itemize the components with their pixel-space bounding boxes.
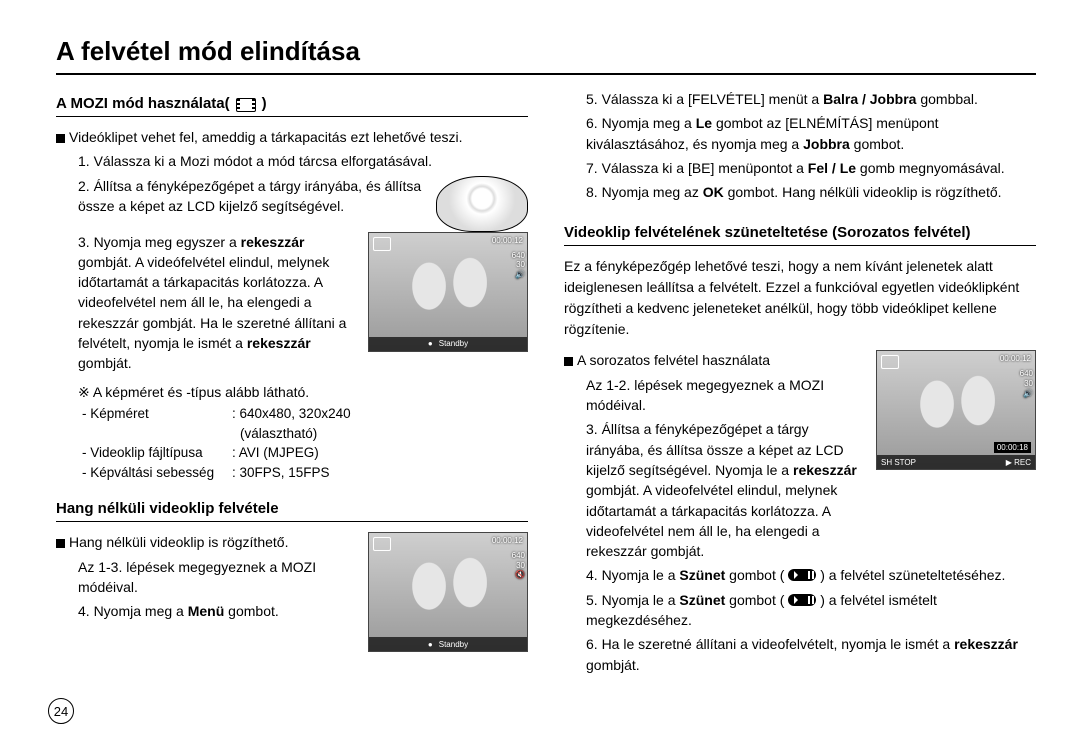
lcd-side-info: 64030🔊	[1020, 369, 1033, 398]
lcd-preview-pause: 00:00:12 64030🔊 00:00:18 SH STOP▶ REC	[876, 350, 1036, 470]
left-column: A MOZI mód használata( ) Videóklipet veh…	[56, 89, 528, 679]
play-pause-icon	[788, 569, 816, 581]
camera-icon	[881, 355, 899, 369]
camera-icon	[373, 537, 391, 551]
lcd-side-info: 64030🔊	[512, 251, 525, 280]
two-column-layout: A MOZI mód használata( ) Videóklipet veh…	[56, 89, 1036, 679]
silent-steps-ref: Az 1-3. lépések megegyeznek a MOZI módéi…	[56, 557, 358, 598]
section-heading-movie-mode: A MOZI mód használata( )	[56, 95, 528, 117]
step-2: 2. Állítsa a fényképezőgépet a tárgy irá…	[56, 176, 426, 217]
section-heading-silent: Hang nélküli videoklip felvétele	[56, 500, 528, 522]
pause-step-3: 3. Állítsa a fényképezőgépet a tárgy irá…	[564, 419, 866, 561]
pause-step-6: 6. Ha le szeretné állítani a videofelvét…	[564, 634, 1036, 675]
step-1: 1. Válassza ki a Mozi módot a mód tárcsa…	[56, 151, 528, 171]
square-bullet-icon	[56, 539, 65, 548]
pause-paragraph: Ez a fényképezőgép lehetővé teszi, hogy …	[564, 256, 1036, 340]
movie-mode-icon	[236, 98, 256, 112]
silent-bullet: Hang nélküli videoklip is rögzíthető.	[56, 532, 358, 552]
spec-filetype: - Videoklip fájltípusa: AVI (MJPEG)	[56, 443, 528, 463]
page-number: 24	[48, 698, 74, 724]
step-5: 5. Válassza ki a [FELVÉTEL] menüt a Balr…	[564, 89, 1036, 109]
play-pause-icon	[788, 594, 816, 606]
step-3-row: 3. Nyomja meg egyszer a rekeszzár gombjá…	[56, 232, 528, 378]
spec-size: - Képméret: 640x480, 320x240	[56, 404, 528, 424]
camera-icon	[373, 237, 391, 251]
step-8: 8. Nyomja meg az OK gombot. Hang nélküli…	[564, 182, 1036, 202]
step-2-row: 2. Állítsa a fényképezőgépet a tárgy irá…	[56, 176, 528, 232]
lcd-preview-movie: 00:00:12 64030🔊 ● Standby	[368, 232, 528, 352]
lcd-status-bar: ● Standby	[369, 337, 527, 351]
lcd-timecode: 00:00:12	[492, 236, 523, 245]
right-column: 5. Válassza ki a [FELVÉTEL] menüt a Balr…	[564, 89, 1036, 679]
intro-bullet: Videóklipet vehet fel, ameddig a tárkapa…	[56, 127, 528, 147]
step-6: 6. Nyomja meg a Le gombot az [ELNÉMÍTÁS]…	[564, 113, 1036, 154]
lcd-status-bar: SH STOP▶ REC	[877, 455, 1035, 469]
square-bullet-icon	[56, 134, 65, 143]
pause-steps-ref: Az 1-2. lépések megegyeznek a MOZI módéi…	[564, 375, 866, 416]
step-7: 7. Válassza ki a [BE] menüpontot a Fel /…	[564, 158, 1036, 178]
page-title: A felvétel mód elindítása	[56, 36, 1036, 75]
lcd-timecode: 00:00:12	[492, 536, 523, 545]
step-3: 3. Nyomja meg egyszer a rekeszzár gombjá…	[56, 232, 358, 374]
pause-bullet: A sorozatos felvétel használata	[564, 350, 866, 370]
pause-step-5: 5. Nyomja le a Szünet gombot ( ) a felvé…	[564, 590, 1036, 631]
intro-text: Videóklipet vehet fel, ameddig a tárkapa…	[69, 129, 463, 145]
pause-block: A sorozatos felvétel használata Az 1-2. …	[564, 350, 1036, 565]
lcd-status-bar: ● Standby	[369, 637, 527, 651]
lcd-elapsed: 00:00:18	[994, 442, 1031, 453]
spec-size-2: (választható)	[56, 424, 528, 444]
mode-dial-diagram	[436, 176, 528, 232]
silent-step-4: 4. Nyomja meg a Menü gombot.	[56, 601, 358, 621]
spec-fps: - Képváltási sebesség: 30FPS, 15FPS	[56, 463, 528, 483]
heading-text: A MOZI mód használata(	[56, 95, 230, 112]
section-heading-pause: Videoklip felvételének szüneteltetése (S…	[564, 224, 1036, 246]
heading-suffix: )	[262, 95, 267, 112]
lcd-timecode: 00:00:12	[1000, 354, 1031, 363]
manual-page: A felvétel mód elindítása A MOZI mód has…	[0, 0, 1080, 699]
pause-step-4: 4. Nyomja le a Szünet gombot ( ) a felvé…	[564, 565, 1036, 585]
silent-text: Hang nélküli videoklip is rögzíthető. Az…	[56, 532, 358, 625]
lcd-preview-silent: 00:00:12 64030🔇 ● Standby	[368, 532, 528, 652]
lcd-side-muted: 64030🔇	[512, 551, 525, 580]
pause-text: A sorozatos felvétel használata Az 1-2. …	[564, 350, 866, 565]
spec-note: ※ A képméret és -típus alább látható.	[56, 382, 528, 402]
silent-block: Hang nélküli videoklip is rögzíthető. Az…	[56, 532, 528, 652]
square-bullet-icon	[564, 357, 573, 366]
